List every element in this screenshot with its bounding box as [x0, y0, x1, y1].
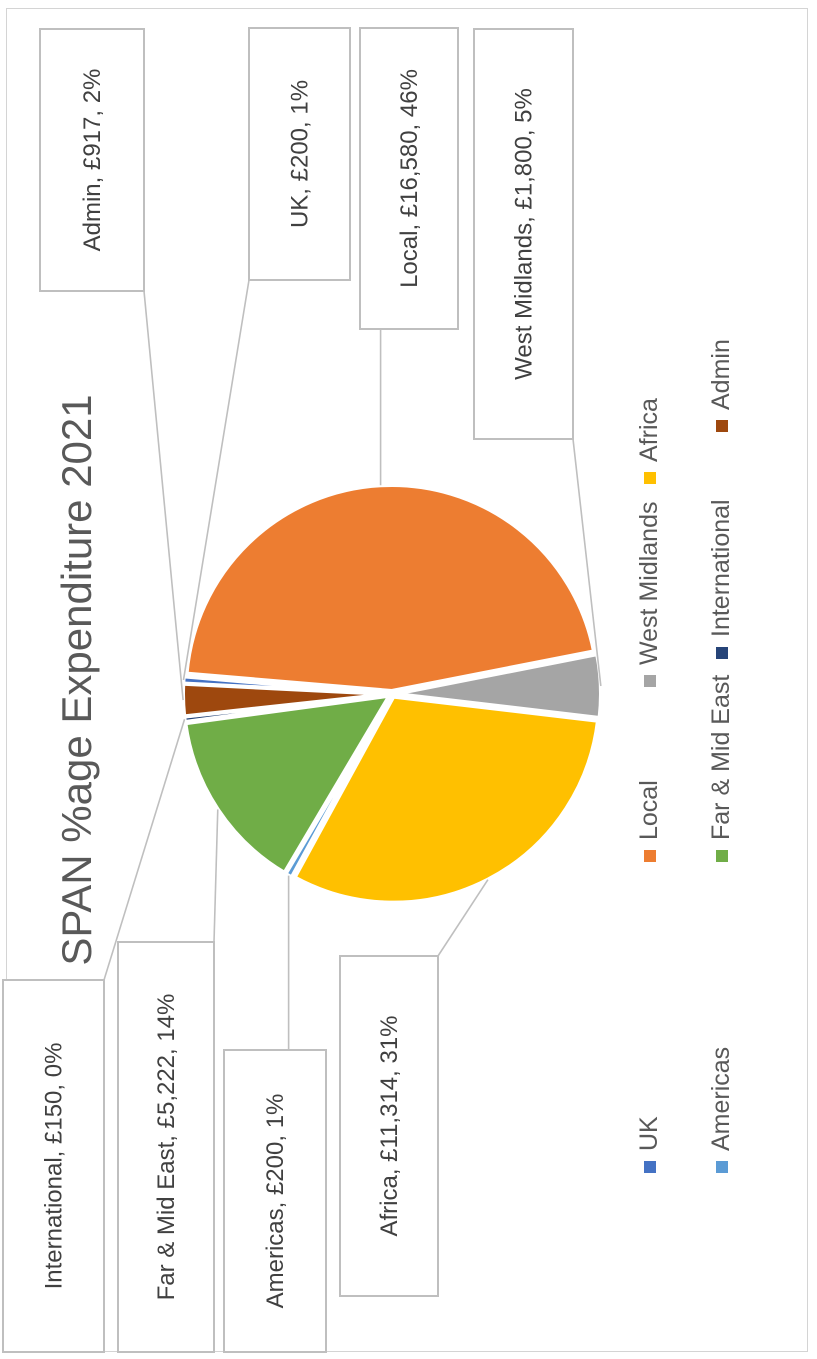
legend-label-americas: Americas [707, 1047, 735, 1151]
legend-label-africa: Africa [635, 398, 663, 462]
pie-slice-local [184, 483, 597, 694]
legend-item-uk: UK [635, 1116, 663, 1173]
data-label-west-midlands: West Midlands, £1,800, 5% [511, 88, 538, 380]
chart-title: SPAN %age Expenditure 2021 [53, 394, 100, 965]
leader-line-international [103, 719, 186, 981]
legend-label-uk: UK [635, 1116, 663, 1151]
leader-line-admin [143, 290, 184, 701]
callout-box-africa [339, 955, 439, 1297]
data-label-local: Local, £16,580, 46% [396, 69, 423, 288]
legend-swatch-africa [644, 472, 656, 484]
legend-label-local: Local [635, 780, 663, 840]
callout-box-americas [223, 1049, 327, 1353]
callout-box-admin [39, 28, 145, 292]
legend-item-far-and-mid-east: Far & Mid East [707, 675, 735, 862]
legend-label-international: International [707, 499, 735, 637]
data-label-africa: Africa, £11,314, 31% [376, 1015, 403, 1236]
data-label-admin: Admin, £917, 2% [79, 69, 106, 252]
pie-slice-far-and-mid-east [183, 693, 394, 876]
legend-label-far-and-mid-east: Far & Mid East [707, 675, 735, 840]
legend-item-americas: Americas [707, 1047, 735, 1173]
callout-box-international [2, 979, 105, 1353]
legend-label-admin: Admin [707, 339, 735, 410]
callout-box-west-midlands [473, 28, 574, 440]
leader-line-uk [182, 279, 250, 681]
legend-swatch-west-midlands [644, 675, 656, 687]
data-label-uk: UK, £200, 1% [287, 80, 314, 228]
legend-swatch-uk [644, 1161, 656, 1173]
legend-swatch-americas [716, 1161, 728, 1173]
callout-box-uk [248, 27, 351, 281]
pie-slice-africa [291, 694, 601, 905]
data-label-americas: Americas, £200, 1% [262, 1094, 289, 1309]
legend-item-africa: Africa [635, 398, 663, 484]
data-label-far-and-mid-east: Far & Mid East, £5,222, 14% [153, 994, 180, 1301]
leader-line-west-midlands [572, 438, 602, 687]
legend-item-west-midlands: West Midlands [635, 502, 663, 687]
legend-item-admin: Admin [707, 339, 735, 432]
legend-label-west-midlands: West Midlands [635, 502, 663, 666]
legend-swatch-local [644, 850, 656, 862]
callout-box-local [359, 27, 459, 330]
legend-item-local: Local [635, 780, 663, 862]
legend-swatch-admin [716, 420, 728, 432]
data-label-international: International, £150, 0% [41, 1043, 68, 1290]
leader-line-far-and-mid-east [213, 809, 219, 943]
legend-item-international: International [707, 499, 735, 659]
legend-swatch-international [716, 647, 728, 659]
legend-swatch-far-and-mid-east [716, 850, 728, 862]
leader-line-africa [437, 879, 489, 957]
callout-box-far-and-mid-east [117, 941, 215, 1353]
